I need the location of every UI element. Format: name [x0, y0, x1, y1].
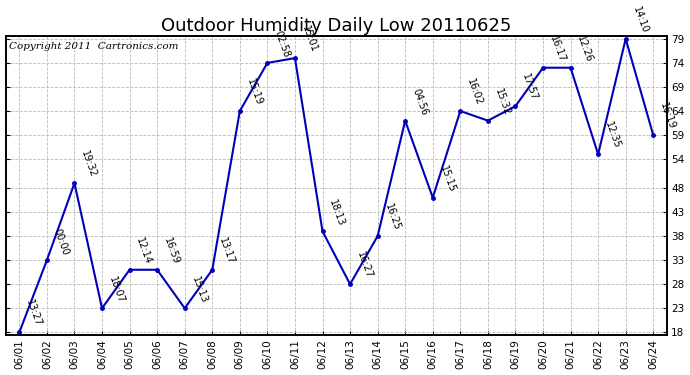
Text: 13:27: 13:27 [24, 299, 43, 328]
Text: 14:10: 14:10 [631, 6, 649, 35]
Text: 12:26: 12:26 [575, 34, 595, 64]
Text: 17:57: 17:57 [520, 72, 540, 102]
Text: 12:35: 12:35 [603, 121, 622, 150]
Text: 02:58: 02:58 [273, 29, 291, 59]
Text: 18:13: 18:13 [328, 198, 346, 227]
Text: 16:25: 16:25 [382, 202, 402, 232]
Text: 00:00: 00:00 [52, 227, 71, 256]
Text: 13:17: 13:17 [217, 236, 236, 266]
Text: 16:59: 16:59 [162, 236, 181, 266]
Text: 16:17: 16:17 [548, 34, 567, 64]
Text: 12:14: 12:14 [135, 236, 153, 266]
Text: 15:19: 15:19 [245, 78, 264, 107]
Text: 15:01: 15:01 [300, 25, 319, 54]
Text: 16:19: 16:19 [658, 102, 677, 131]
Text: 15:13: 15:13 [190, 275, 208, 304]
Text: 15:15: 15:15 [437, 164, 457, 194]
Text: 15:32: 15:32 [493, 87, 512, 117]
Text: 18:07: 18:07 [107, 275, 126, 304]
Text: 04:56: 04:56 [410, 87, 429, 117]
Text: Copyright 2011  Cartronics.com: Copyright 2011 Cartronics.com [9, 42, 178, 51]
Title: Outdoor Humidity Daily Low 20110625: Outdoor Humidity Daily Low 20110625 [161, 17, 511, 35]
Text: 16:02: 16:02 [465, 78, 484, 107]
Text: 19:32: 19:32 [79, 150, 99, 179]
Text: 16:27: 16:27 [355, 251, 374, 280]
